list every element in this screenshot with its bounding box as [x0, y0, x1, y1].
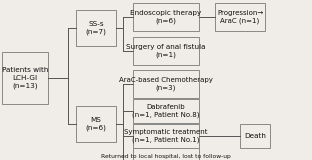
- Text: SS-s
(n=7): SS-s (n=7): [85, 21, 106, 35]
- Text: Surgery of anal fistula
(n=1): Surgery of anal fistula (n=1): [126, 44, 206, 58]
- Bar: [133, 124, 199, 148]
- Text: MS
(n=6): MS (n=6): [85, 117, 106, 131]
- Bar: [133, 99, 199, 123]
- Bar: [133, 37, 199, 65]
- Text: Symptomatic treatment
(n=1, Patient No.1): Symptomatic treatment (n=1, Patient No.1…: [124, 129, 208, 143]
- Bar: [133, 70, 199, 98]
- Bar: [2, 52, 48, 104]
- Text: Dabrafenib
(n=1, Patient No.8): Dabrafenib (n=1, Patient No.8): [132, 104, 200, 118]
- Bar: [240, 124, 270, 148]
- Text: Patients with
LCH-GI
(n=13): Patients with LCH-GI (n=13): [2, 67, 48, 89]
- Text: Returned to local hospital, lost to follow-up
(n=1, Patient No.5): Returned to local hospital, lost to foll…: [101, 154, 231, 160]
- Text: AraC-based Chemotherapy
(n=3): AraC-based Chemotherapy (n=3): [119, 77, 213, 91]
- Text: Death: Death: [244, 133, 266, 139]
- Bar: [133, 148, 199, 160]
- Bar: [133, 3, 199, 31]
- Bar: [215, 3, 265, 31]
- Text: Endoscopic therapy
(n=6): Endoscopic therapy (n=6): [130, 10, 202, 24]
- Bar: [76, 10, 116, 46]
- Text: Progression→
AraC (n=1): Progression→ AraC (n=1): [217, 10, 263, 24]
- Bar: [76, 106, 116, 142]
